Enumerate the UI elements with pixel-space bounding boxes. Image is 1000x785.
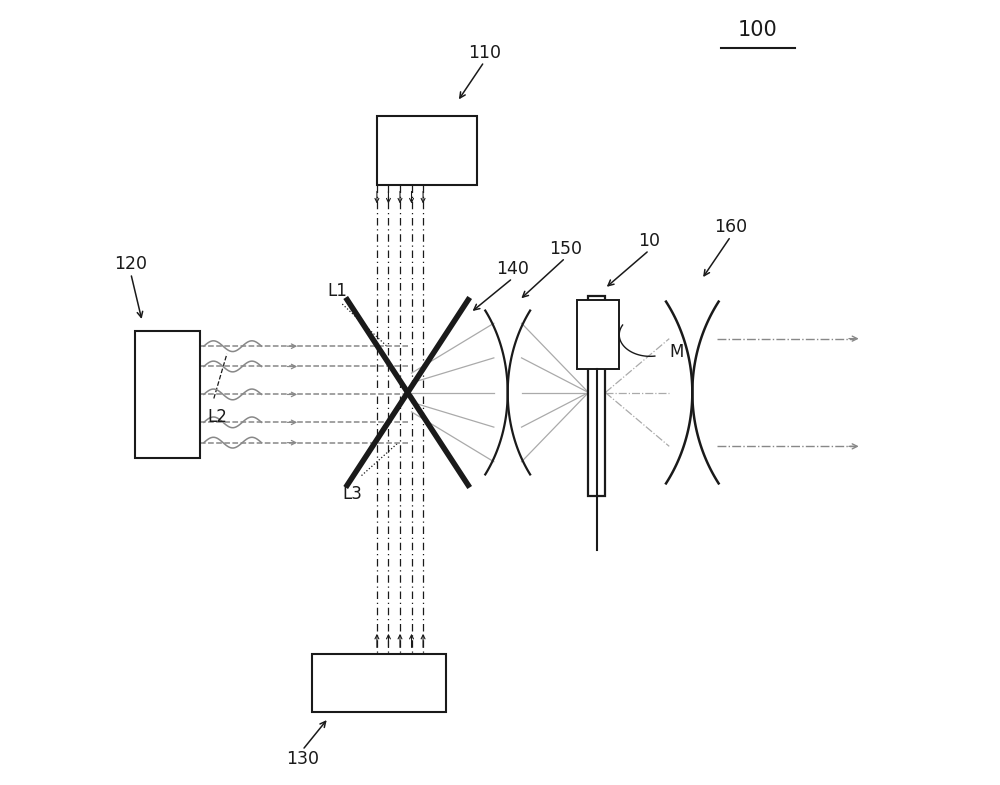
Text: 110: 110 [468,44,501,62]
Bar [312,654,446,712]
Bar [135,331,200,458]
Text: L1: L1 [327,282,347,300]
Text: 160: 160 [714,218,747,236]
Text: 130: 130 [286,750,319,769]
Text: L3: L3 [342,485,362,503]
Text: 100: 100 [738,20,778,40]
Text: 120: 120 [114,255,147,273]
Bar [577,300,619,370]
Text: 150: 150 [549,240,582,257]
Text: 140: 140 [496,260,529,278]
Text: L2: L2 [208,407,228,425]
Bar [588,297,605,496]
Bar [377,115,477,184]
Text: 10: 10 [638,232,660,250]
Text: M: M [669,343,684,361]
